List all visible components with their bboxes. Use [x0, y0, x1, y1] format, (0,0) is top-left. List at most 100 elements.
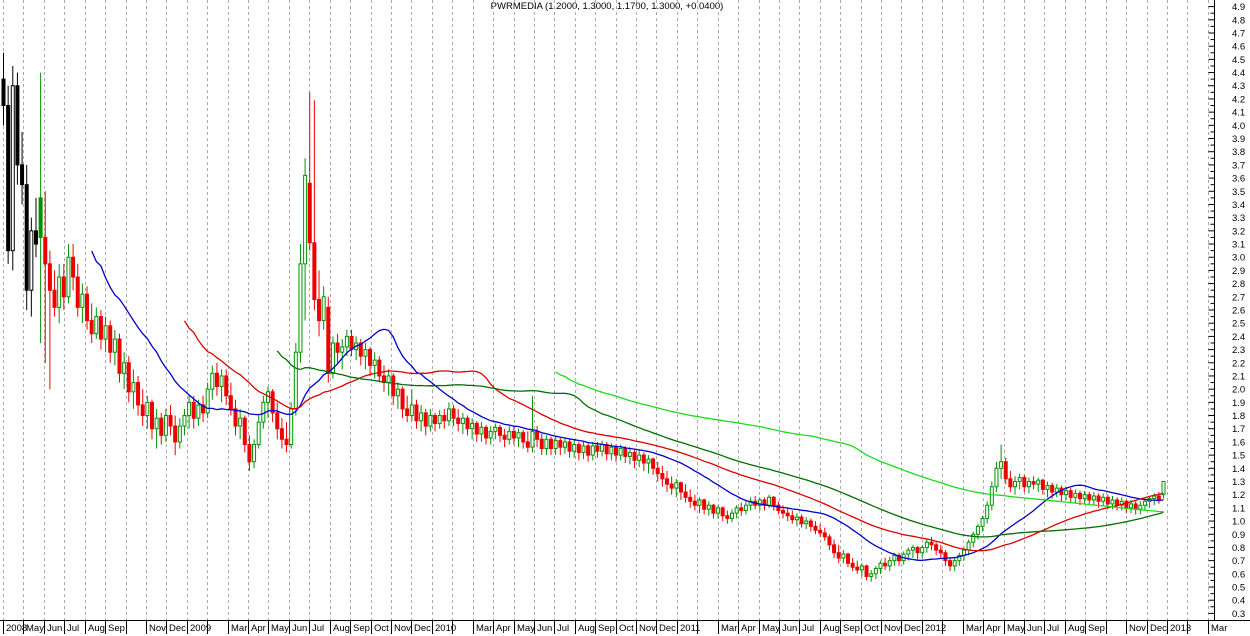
y-axis-label: 1.8 [1232, 411, 1245, 422]
x-axis-label: Jun [782, 623, 797, 634]
x-axis-label: Dec [659, 623, 676, 634]
y-axis-label: 3.5 [1232, 187, 1245, 198]
y-axis-label: 2.3 [1232, 345, 1245, 356]
x-axis-label: Jun [1027, 623, 1042, 634]
y-axis-label: 4.3 [1232, 81, 1245, 92]
x-axis-label: Nov [1129, 623, 1146, 634]
x-axis-label: Oct [374, 623, 389, 634]
y-axis-label: 4.4 [1232, 68, 1245, 79]
x-axis-label: May [1007, 623, 1025, 634]
x-axis-label: Mar [1211, 623, 1227, 634]
y-axis-label: 2.7 [1232, 292, 1245, 303]
y-axis-label: 3.4 [1232, 200, 1245, 211]
x-axis-label: Dec [904, 623, 921, 634]
medium-ma-line [183, 320, 1164, 552]
y-axis-label: 3.8 [1232, 147, 1245, 158]
y-axis-label: 2.4 [1232, 332, 1245, 343]
y-axis-label: 4.0 [1232, 121, 1245, 132]
y-axis-label: 2.2 [1232, 358, 1245, 369]
y-axis-label: 3.7 [1232, 160, 1245, 171]
y-axis-label: 4.5 [1232, 55, 1245, 66]
y-axis-label: 3.6 [1232, 174, 1245, 185]
y-axis-label: 1.3 [1232, 477, 1245, 488]
x-axis-label: Jul [1047, 623, 1059, 634]
x-axis-label: Apr [986, 623, 1001, 634]
x-axis-label: Sep [108, 623, 125, 634]
x-axis-label: 2013 [1170, 623, 1191, 634]
y-axis-label: 3.3 [1232, 213, 1245, 224]
x-axis-label: Jun [292, 623, 307, 634]
y-axis-label: 2.0 [1232, 385, 1245, 396]
y-axis-label: 0.5 [1232, 583, 1245, 594]
y-axis-label: 4.7 [1232, 28, 1245, 39]
y-axis-label: 1.0 [1232, 517, 1245, 528]
y-axis-label: 0.8 [1232, 543, 1245, 554]
moving-average-lines [91, 250, 1164, 562]
x-axis-label: Apr [251, 623, 266, 634]
x-axis-label: 2009 [190, 623, 211, 634]
y-axis-label: 2.6 [1232, 306, 1245, 317]
y-axis-label: 4.1 [1232, 108, 1245, 119]
x-axis-label: Sep [598, 623, 615, 634]
x-axis-label: May [762, 623, 780, 634]
x-axis-label: Jul [557, 623, 569, 634]
y-axis-label: 3.0 [1232, 253, 1245, 264]
x-axis-label: Apr [741, 623, 756, 634]
y-axis-label: 2.5 [1232, 319, 1245, 330]
x-axis-label: Nov [639, 623, 656, 634]
x-axis-label: 2011 [680, 623, 700, 634]
y-axis-label: 1.2 [1232, 490, 1245, 501]
y-axis-label: 2.9 [1232, 266, 1245, 277]
candles-layer [1, 52, 1166, 582]
x-axis-label: Aug [823, 623, 840, 634]
x-axis-label: Dec [414, 623, 431, 634]
x-axis-label: Aug [1068, 623, 1085, 634]
x-axis-label: Jun [47, 623, 62, 634]
x-axis-label: 2008 [6, 623, 27, 634]
x-axis-label: Mar [966, 623, 982, 634]
x-axis-label: Sep [843, 623, 860, 634]
y-axis-label: 0.7 [1232, 556, 1245, 567]
y-axis-label: 4.6 [1232, 42, 1245, 53]
y-axis-label: 1.9 [1232, 398, 1245, 409]
x-axis-label: Apr [496, 623, 511, 634]
y-axis-label: 0.6 [1232, 569, 1245, 580]
y-axis-label: 0.3 [1232, 609, 1245, 620]
x-axis-label: Oct [864, 623, 879, 634]
x-axis-label: Sep [353, 623, 370, 634]
y-axis-labels: 4.9 4.8 4.7 4.6 4.5 4.4 4.3 4.2 4.1 4.0 3.9 3.8 3.7 3… [1232, 2, 1245, 620]
y-axis-label: 4.2 [1232, 94, 1245, 105]
y-axis-label: 1.7 [1232, 424, 1245, 435]
y-axis-label: 2.8 [1232, 279, 1245, 290]
x-axis-label: Jul [802, 623, 814, 634]
x-axis-label: Dec [1150, 623, 1167, 634]
x-axis-label: May [271, 623, 289, 634]
y-axis-label: 3.2 [1232, 226, 1245, 237]
x-axis-label: Mar [721, 623, 737, 634]
y-axis-label: 4.8 [1232, 15, 1245, 26]
x-axis-label: Aug [578, 623, 595, 634]
x-axis-label: 2012 [925, 623, 946, 634]
y-axis-label: 4.9 [1232, 2, 1245, 13]
x-axis-label: Jul [312, 623, 324, 634]
short-ma-line [91, 250, 1164, 562]
x-axis-label: Mar [231, 623, 247, 634]
y-axis-label: 1.5 [1232, 451, 1245, 462]
y-axis-label: 3.9 [1232, 134, 1245, 145]
x-axis-label: May [517, 623, 535, 634]
x-axis-label: Nov [884, 623, 901, 634]
x-axis-label: Mar [476, 623, 492, 634]
y-axis-label: 1.6 [1232, 437, 1245, 448]
x-axis-label: Nov [394, 623, 411, 634]
chart-title: PWRMEDIA (1.2000, 1.3000, 1.1700, 1.3000… [490, 1, 724, 12]
y-axis-label: 0.4 [1232, 596, 1245, 607]
x-axis-label: Sep [1088, 623, 1105, 634]
y-axis-label: 1.1 [1232, 503, 1245, 514]
long-ma-line [276, 350, 1164, 538]
x-axis-label: Nov [149, 623, 166, 634]
x-axis-label: Jun [537, 623, 552, 634]
y-axis-label: 2.1 [1232, 371, 1245, 382]
